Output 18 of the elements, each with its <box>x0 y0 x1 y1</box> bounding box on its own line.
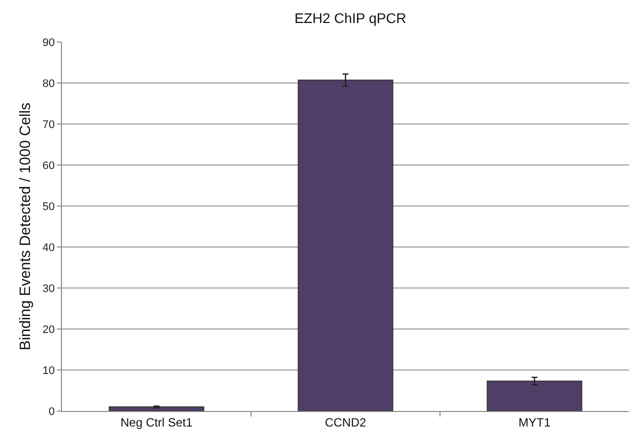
x-tick-label: CCND2 <box>324 415 366 430</box>
y-axis-title: Binding Events Detected / 1000 Cells <box>16 102 34 350</box>
y-tick-label: 0 <box>48 406 55 418</box>
y-tick-label: 70 <box>42 118 55 131</box>
bar <box>298 80 394 411</box>
x-tick-label: Neg Ctrl Set1 <box>120 415 193 430</box>
bar <box>486 380 582 411</box>
chart-title: EZH2 ChIP qPCR <box>294 10 406 26</box>
y-tick-label: 30 <box>42 282 55 295</box>
y-tick-label: 90 <box>42 36 55 49</box>
y-tick-label: 10 <box>42 364 55 377</box>
x-tick-label: MYT1 <box>518 415 551 430</box>
bar <box>108 406 204 411</box>
y-tick-label: 80 <box>42 78 55 90</box>
y-tick-label: 60 <box>42 160 55 172</box>
y-tick-label: 50 <box>42 200 55 213</box>
y-tick-label: 40 <box>42 242 55 254</box>
y-tick-label: 20 <box>42 324 55 336</box>
